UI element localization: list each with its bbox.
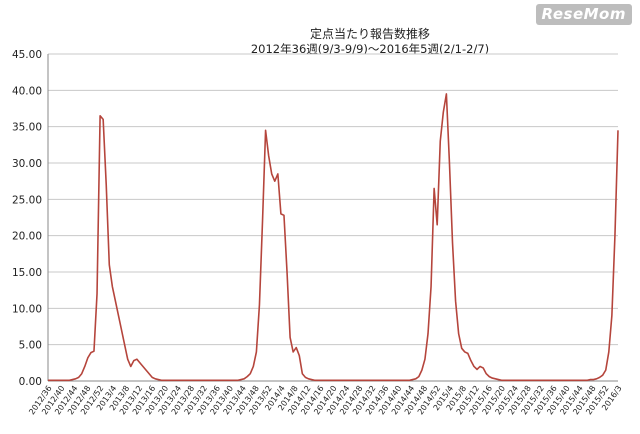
y-tick-label: 25.00	[12, 194, 42, 206]
y-tick-label: 20.00	[12, 231, 42, 243]
y-tick-label: 45.00	[12, 49, 42, 61]
y-tick-label: 40.00	[12, 85, 42, 97]
chart-title: 定点当たり報告数推移	[310, 26, 430, 41]
gridlines	[48, 53, 618, 346]
y-tick-label: 10.00	[12, 303, 42, 315]
y-tick-label: 5.00	[19, 340, 42, 352]
y-tick-label: 15.00	[12, 267, 42, 279]
chart-subtitle: 2012年36週(9/3-9/9)～2016年5週(2/1-2/7)	[251, 42, 489, 56]
y-tick-label: 30.00	[12, 158, 42, 170]
resemom-watermark-logo: ReseMom	[535, 4, 632, 25]
series-line	[48, 93, 619, 382]
x-axis-ticks: 2012/362012/402012/442012/482012/522013/…	[27, 384, 623, 416]
series-line-layer	[48, 93, 619, 382]
y-tick-label: 0.00	[19, 376, 42, 388]
axes	[47, 54, 618, 382]
y-axis-ticks: 0.00 5.00 10.00 15.00 20.00 25.00 30.00 35.00 40…	[12, 49, 42, 388]
y-tick-label: 35.00	[12, 122, 42, 134]
